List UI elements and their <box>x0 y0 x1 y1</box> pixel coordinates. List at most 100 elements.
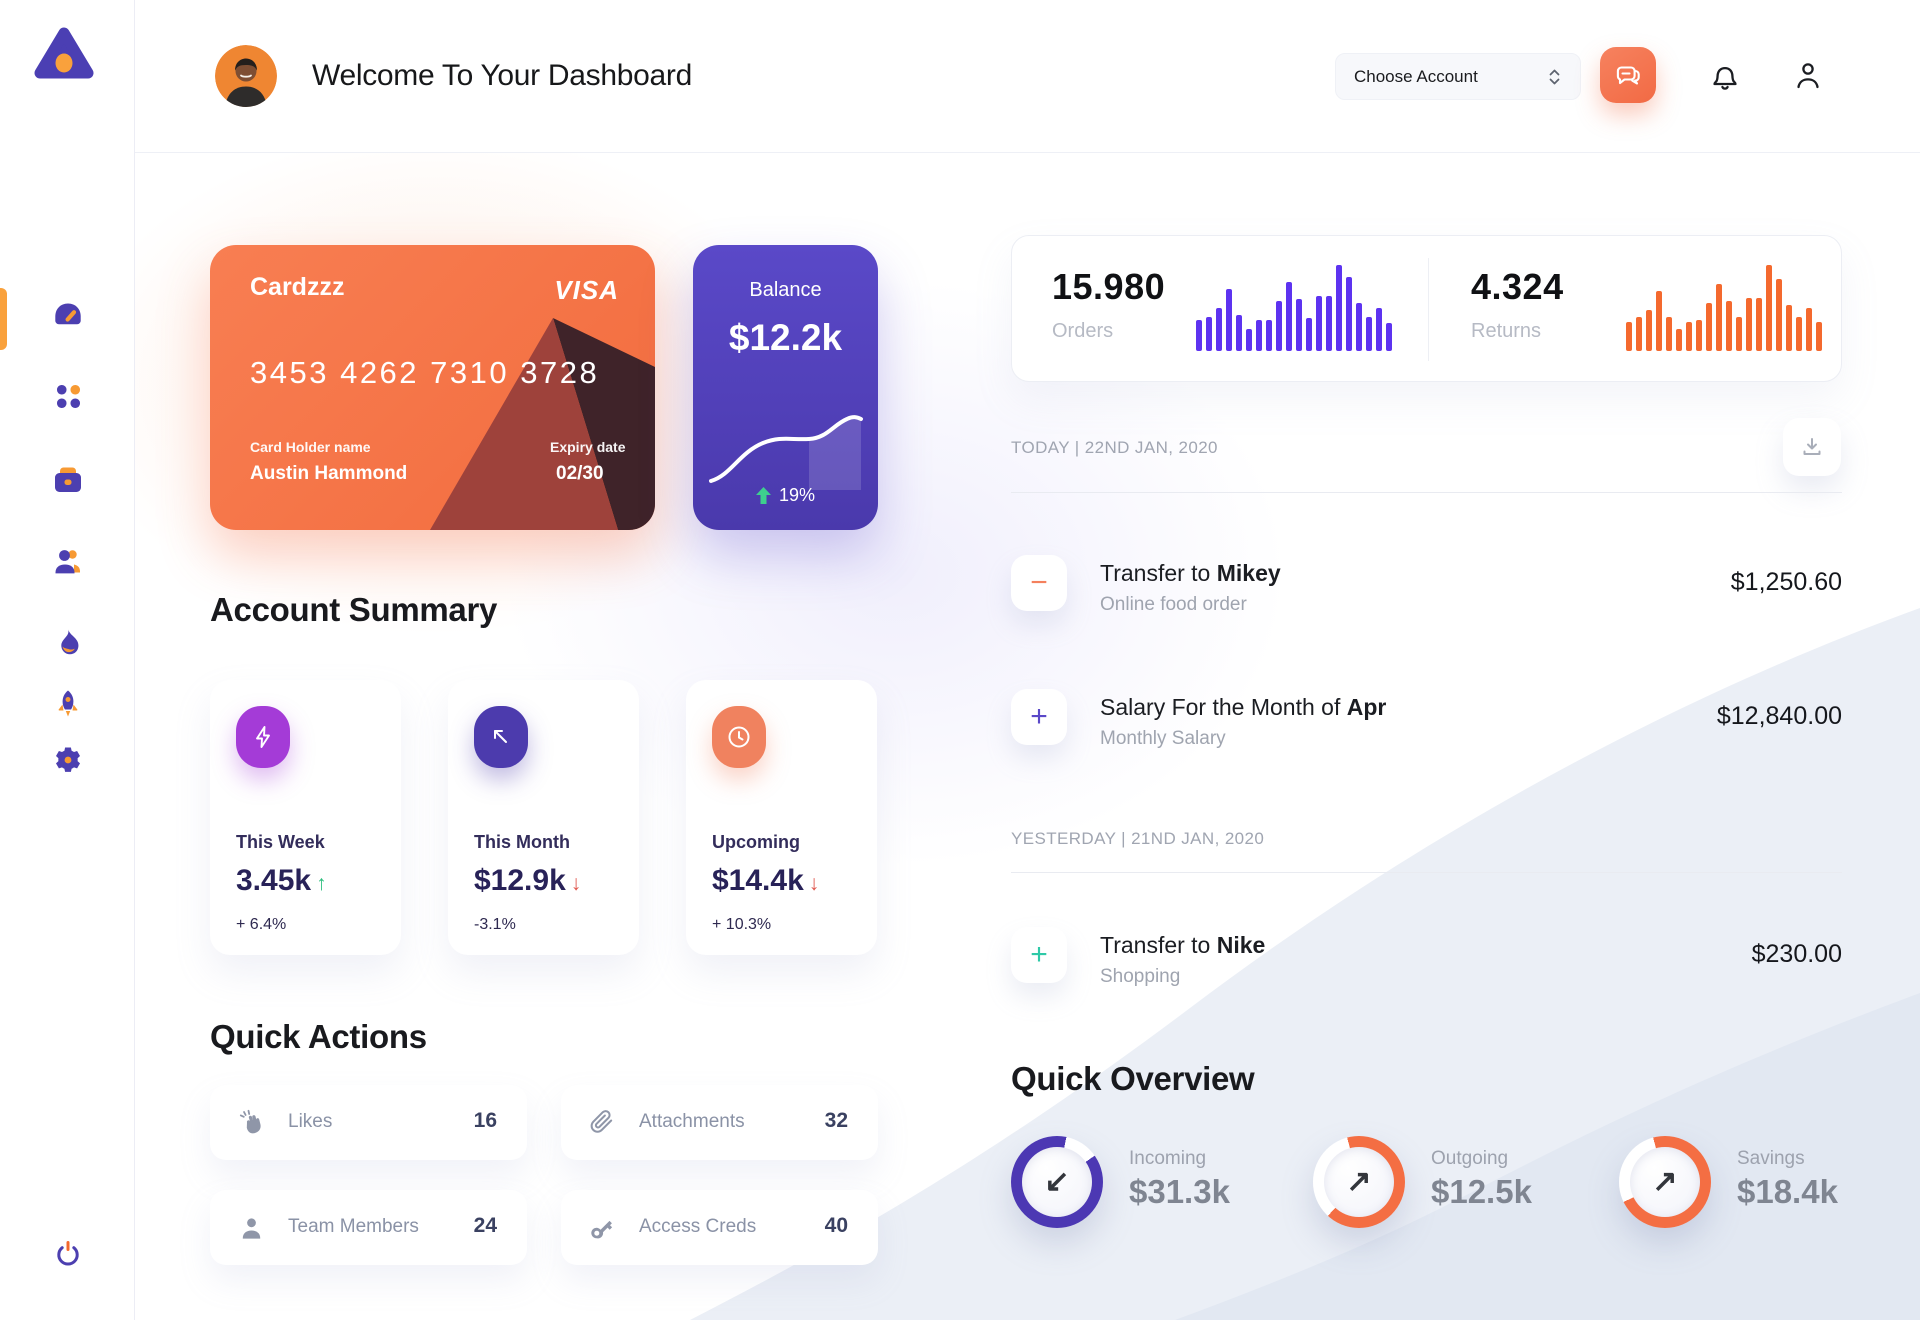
overview-label: Savings <box>1737 1148 1805 1169</box>
transaction-subtitle: Monthly Salary <box>1100 728 1226 749</box>
summary-value: $14.4k <box>712 864 804 897</box>
quick-action-count: 40 <box>824 1214 848 1237</box>
overview-value: $18.4k <box>1737 1173 1838 1210</box>
page-title: Welcome To Your Dashboard <box>312 59 692 92</box>
plus-icon: + <box>1030 938 1048 971</box>
incoming-ring-chart: ↙ <box>1011 1136 1103 1228</box>
notifications-button bell-icon[interactable] <box>1707 58 1743 94</box>
profile-button person-icon[interactable] <box>1790 58 1826 94</box>
transaction-title: Transfer to Nike <box>1100 932 1266 958</box>
card-number: 3453 4262 7310 3728 <box>250 355 600 390</box>
sidebar-item-trending flame-icon[interactable] <box>49 624 87 662</box>
summary-value: 3.45k <box>236 864 312 897</box>
transaction-title: Salary For the Month of Apr <box>1100 694 1387 720</box>
sidebar-item-customers users-icon[interactable] <box>49 543 87 581</box>
key-icon <box>591 1220 613 1239</box>
trend-arrow: ↓ <box>808 872 820 895</box>
card-expiry-value: 02/30 <box>556 463 604 484</box>
download-button download-icon[interactable] <box>1783 418 1841 476</box>
paperclip-icon <box>590 1110 613 1133</box>
summary-card-upcoming[interactable]: Upcoming $14.4k ↓ + 10.3% <box>686 680 877 955</box>
arrow-up-icon <box>755 487 771 504</box>
transaction-sign-badge[interactable]: + <box>1011 927 1067 983</box>
quick-action-label: Team Members <box>288 1216 419 1237</box>
messages-button chat-icon[interactable] <box>1600 47 1656 103</box>
overview-label: Incoming <box>1129 1148 1207 1169</box>
summary-change: + 10.3% <box>712 916 772 933</box>
user-avatar[interactable] <box>215 45 277 107</box>
arrow-up-right-icon: ↗ <box>1652 1165 1678 1198</box>
sidebar-item-projects briefcase-icon[interactable] <box>49 461 87 499</box>
person-icon <box>242 1218 261 1239</box>
divider <box>1428 258 1429 361</box>
chevron-up-down-icon <box>1549 69 1560 84</box>
summary-change: + 6.4% <box>236 916 287 933</box>
quick-action-attachments[interactable]: Attachments 32 <box>561 1085 878 1160</box>
divider <box>1011 492 1842 493</box>
balance-change: 19% <box>778 485 816 505</box>
transaction-title: Transfer to Mikey <box>1100 560 1281 586</box>
summary-change: -3.1% <box>474 916 516 933</box>
credit-card[interactable]: Cardzzz VISA 3453 4262 7310 3728 Card Ho… <box>210 245 655 530</box>
quick-action-access-creds[interactable]: Access Creds 40 <box>561 1190 878 1265</box>
overview-label: Outgoing <box>1431 1148 1509 1169</box>
card-holder-name: Austin Hammond <box>250 463 408 484</box>
account-select[interactable]: Choose Account <box>1335 53 1581 100</box>
plus-icon: + <box>1030 700 1048 733</box>
quick-action-count: 16 <box>473 1109 497 1132</box>
card-name: Cardzzz <box>250 273 345 301</box>
transaction-sign-badge[interactable]: − <box>1011 555 1067 611</box>
quick-action-count: 32 <box>824 1109 848 1132</box>
quick-actions-title: Quick Actions <box>210 1018 427 1055</box>
orders-label: Orders <box>1052 320 1114 342</box>
overview-value: $12.5k <box>1431 1173 1532 1210</box>
logout-button power-icon[interactable] <box>49 1236 87 1274</box>
arrow-up-right-icon: ↗ <box>1346 1165 1372 1198</box>
quick-action-likes[interactable]: Likes 16 <box>210 1085 527 1160</box>
app-logo[interactable] <box>33 24 95 82</box>
arrow-up-left-icon <box>474 706 528 768</box>
main-content: Cardzzz VISA 3453 4262 7310 3728 Card Ho… <box>135 153 1920 1320</box>
summary-label: Upcoming <box>712 832 800 852</box>
transaction-subtitle: Online food order <box>1100 594 1247 615</box>
active-nav-indicator <box>0 288 7 350</box>
trend-arrow: ↓ <box>570 872 582 895</box>
lightning-icon <box>236 706 290 768</box>
quick-action-count: 24 <box>473 1214 497 1237</box>
transaction-sign-badge[interactable]: + <box>1011 689 1067 745</box>
card-triangle-decoration <box>430 318 655 530</box>
transaction-group-date: YESTERDAY | 21ND JAN, 2020 <box>1011 829 1265 848</box>
balance-trend-chart <box>709 415 863 490</box>
sidebar <box>0 0 135 1320</box>
clap-icon <box>239 1109 261 1134</box>
quick-action-team-members[interactable]: Team Members 24 <box>210 1190 527 1265</box>
outgoing-ring-chart: ↗ <box>1313 1136 1405 1228</box>
balance-card[interactable]: Balance $12.2k 19% <box>693 245 878 530</box>
minus-icon: − <box>1030 566 1048 599</box>
orders-value: 15.980 <box>1052 266 1166 307</box>
quick-action-label: Access Creds <box>639 1216 757 1237</box>
summary-card-this-month[interactable]: This Month $12.9k ↓ -3.1% <box>448 680 639 955</box>
transaction-subtitle: Shopping <box>1100 966 1181 987</box>
visa-logo: VISA <box>554 275 619 305</box>
divider <box>1011 872 1842 873</box>
returns-sparkline <box>1626 265 1822 351</box>
balance-value: $12.2k <box>728 317 843 358</box>
sidebar-item-apps apps-grid-icon[interactable] <box>49 377 87 415</box>
trend-arrow: ↑ <box>316 872 327 895</box>
balance-label: Balance <box>749 279 822 301</box>
quick-action-label: Likes <box>288 1111 333 1132</box>
sidebar-item-dashboard gauge-icon[interactable] <box>49 297 87 335</box>
account-select-value: Choose Account <box>1354 66 1478 86</box>
orders-returns-panel: 15.980 Orders 4.324 Returns <box>1011 235 1842 382</box>
summary-label: This Week <box>236 832 325 852</box>
account-summary-title: Account Summary <box>210 591 498 628</box>
summary-card-this-week[interactable]: This Week 3.45k ↑ + 6.4% <box>210 680 401 955</box>
sidebar-item-launch rocket-icon[interactable] <box>49 686 87 724</box>
header: Welcome To Your Dashboard Choose Account <box>135 0 1920 153</box>
transaction-amount: $12,840.00 <box>1716 702 1842 730</box>
quick-overview-title: Quick Overview <box>1011 1060 1255 1097</box>
returns-label: Returns <box>1471 320 1542 342</box>
sidebar-item-settings gear-icon[interactable] <box>49 741 87 779</box>
orders-sparkline <box>1196 265 1392 351</box>
